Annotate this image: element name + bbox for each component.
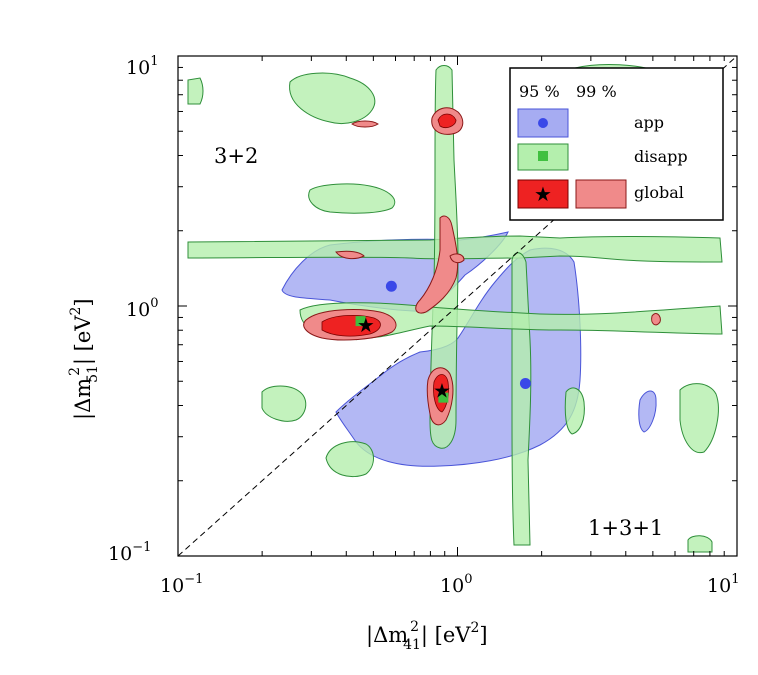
global-95-top xyxy=(437,113,457,128)
legend-header-95: 95 % xyxy=(519,82,560,101)
x-tick-labels: 10−1 100 101 xyxy=(160,572,739,597)
legend-marker-app xyxy=(538,118,548,128)
disapp-blob-left-lower xyxy=(261,385,307,422)
disapp-blob-bottom-right xyxy=(687,535,713,553)
y-tick-labels: 10−1 100 101 xyxy=(108,54,158,565)
legend-header-99: 99 % xyxy=(576,82,617,101)
disapp-blob-upper-mid xyxy=(308,183,396,214)
legend-label-disapp: disapp xyxy=(634,147,688,166)
y-axis-label: |Δm2 51| [eV2] xyxy=(67,298,101,420)
legend-marker-global: ★ xyxy=(534,182,552,206)
disapp-blob-right-mid xyxy=(564,387,585,435)
disapp-blob-top-left xyxy=(289,72,376,124)
y-tick-label: 101 xyxy=(126,54,158,79)
global-99-thin xyxy=(335,250,365,260)
global-99-top-small xyxy=(351,120,379,128)
global-99-upper xyxy=(415,215,459,314)
global-99-right xyxy=(651,313,661,326)
best-fit-app-point xyxy=(385,280,397,292)
legend-label-app: app xyxy=(634,113,664,132)
tick-marks xyxy=(177,55,738,557)
x-tick-label: 10−1 xyxy=(160,572,203,597)
disapp-band-vertical-2 xyxy=(511,252,532,546)
global-99-upper-right xyxy=(449,253,465,264)
disapp-blob-far-left xyxy=(187,77,204,105)
legend-marker-disapp xyxy=(538,151,548,161)
x-tick-label: 100 xyxy=(440,572,472,597)
x-axis-label: |Δm 2 41| [eV2] xyxy=(366,619,488,653)
y-tick-label: 10−1 xyxy=(108,540,151,565)
legend: 95 % 99 % app disapp ★ global xyxy=(509,67,724,221)
app-region xyxy=(281,231,657,467)
best-fit-disapp-point xyxy=(438,392,449,403)
legend-label-global: global xyxy=(634,183,684,202)
best-fit-markers: ★★ xyxy=(355,280,531,403)
annotation-3plus2: 3+2 xyxy=(214,144,258,168)
annotation-1plus3plus1: 1+3+1 xyxy=(588,516,663,540)
app-region-right xyxy=(638,390,657,433)
best-fit-global-point: ★ xyxy=(433,378,451,402)
best-fit-global-point: ★ xyxy=(357,313,375,337)
disapp-blob-bottom xyxy=(325,441,374,478)
best-fit-app-point xyxy=(519,377,531,389)
y-tick-label: 100 xyxy=(126,296,158,321)
x-tick-label: 101 xyxy=(707,572,739,597)
global-95-left xyxy=(321,314,381,337)
legend-swatch-global-95 xyxy=(517,179,569,209)
disapp-blob-right xyxy=(679,383,719,454)
legend-swatch-global-99 xyxy=(575,179,627,209)
best-fit-disapp-point xyxy=(355,316,366,327)
